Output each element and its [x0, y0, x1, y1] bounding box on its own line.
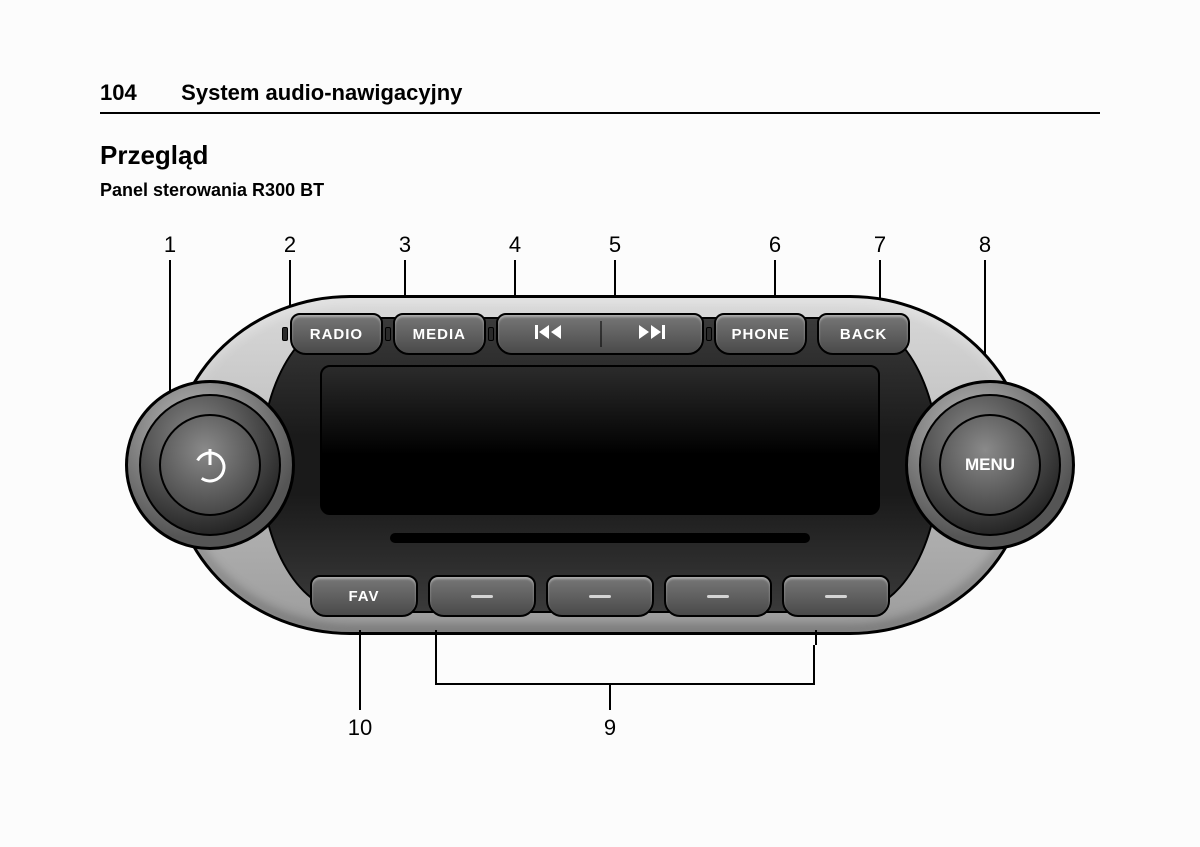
- bottom-button-row: FAV: [310, 575, 890, 617]
- callout-1: 1: [155, 232, 185, 258]
- dash-icon: [825, 595, 847, 598]
- preset-button-4[interactable]: [782, 575, 890, 617]
- knob-face: MENU: [939, 414, 1041, 516]
- led-indicator: [385, 327, 391, 341]
- menu-knob[interactable]: MENU: [905, 380, 1075, 550]
- preset-button-1[interactable]: [428, 575, 536, 617]
- bracket-line: [435, 645, 815, 685]
- led-indicator: [282, 327, 288, 341]
- fav-button[interactable]: FAV: [310, 575, 418, 617]
- radio-button[interactable]: RADIO: [290, 313, 383, 355]
- leader-line: [359, 630, 361, 710]
- power-volume-knob[interactable]: [125, 380, 295, 550]
- led-indicator: [488, 327, 494, 341]
- seek-button[interactable]: [496, 313, 704, 355]
- preset-button-2[interactable]: [546, 575, 654, 617]
- next-track-icon: [637, 323, 665, 345]
- section-title: Przegląd: [100, 140, 208, 171]
- phone-button-label: PHONE: [731, 326, 789, 343]
- callout-10: 10: [345, 715, 375, 741]
- callout-4: 4: [500, 232, 530, 258]
- radio-panel: RADIO MEDIA PHONE BACK: [170, 295, 1030, 635]
- callout-8: 8: [970, 232, 1000, 258]
- callout-2: 2: [275, 232, 305, 258]
- callout-3: 3: [390, 232, 420, 258]
- callout-6: 6: [760, 232, 790, 258]
- back-button[interactable]: BACK: [817, 313, 910, 355]
- radio-button-label: RADIO: [310, 326, 363, 343]
- page-header: 104 System audio-nawigacyjny: [100, 80, 1100, 114]
- display-screen: [320, 365, 880, 515]
- panel-subtitle: Panel sterowania R300 BT: [100, 180, 324, 201]
- prev-track-icon: [535, 323, 563, 345]
- media-button[interactable]: MEDIA: [393, 313, 486, 355]
- back-button-label: BACK: [840, 326, 887, 343]
- top-button-row: RADIO MEDIA PHONE BACK: [290, 313, 910, 355]
- fav-button-label: FAV: [348, 588, 379, 605]
- preset-button-3[interactable]: [664, 575, 772, 617]
- dash-icon: [471, 595, 493, 598]
- menu-knob-label: MENU: [965, 455, 1015, 475]
- callout-5: 5: [600, 232, 630, 258]
- media-button-label: MEDIA: [413, 326, 466, 343]
- leader-line: [815, 630, 817, 645]
- page-title: System audio-nawigacyjny: [181, 80, 462, 105]
- page-number: 104: [100, 80, 137, 105]
- power-icon: [188, 443, 232, 487]
- dash-icon: [707, 595, 729, 598]
- dash-icon: [589, 595, 611, 598]
- knob-face: [159, 414, 261, 516]
- leader-line: [609, 685, 611, 710]
- leader-line: [435, 630, 437, 645]
- cd-slot: [390, 533, 810, 543]
- phone-button[interactable]: PHONE: [714, 313, 807, 355]
- led-indicator: [706, 327, 712, 341]
- callout-7: 7: [865, 232, 895, 258]
- callout-9: 9: [595, 715, 625, 741]
- control-panel-diagram: 1 2 3 4 5 6 7 8 RADIO MEDIA: [100, 210, 1100, 770]
